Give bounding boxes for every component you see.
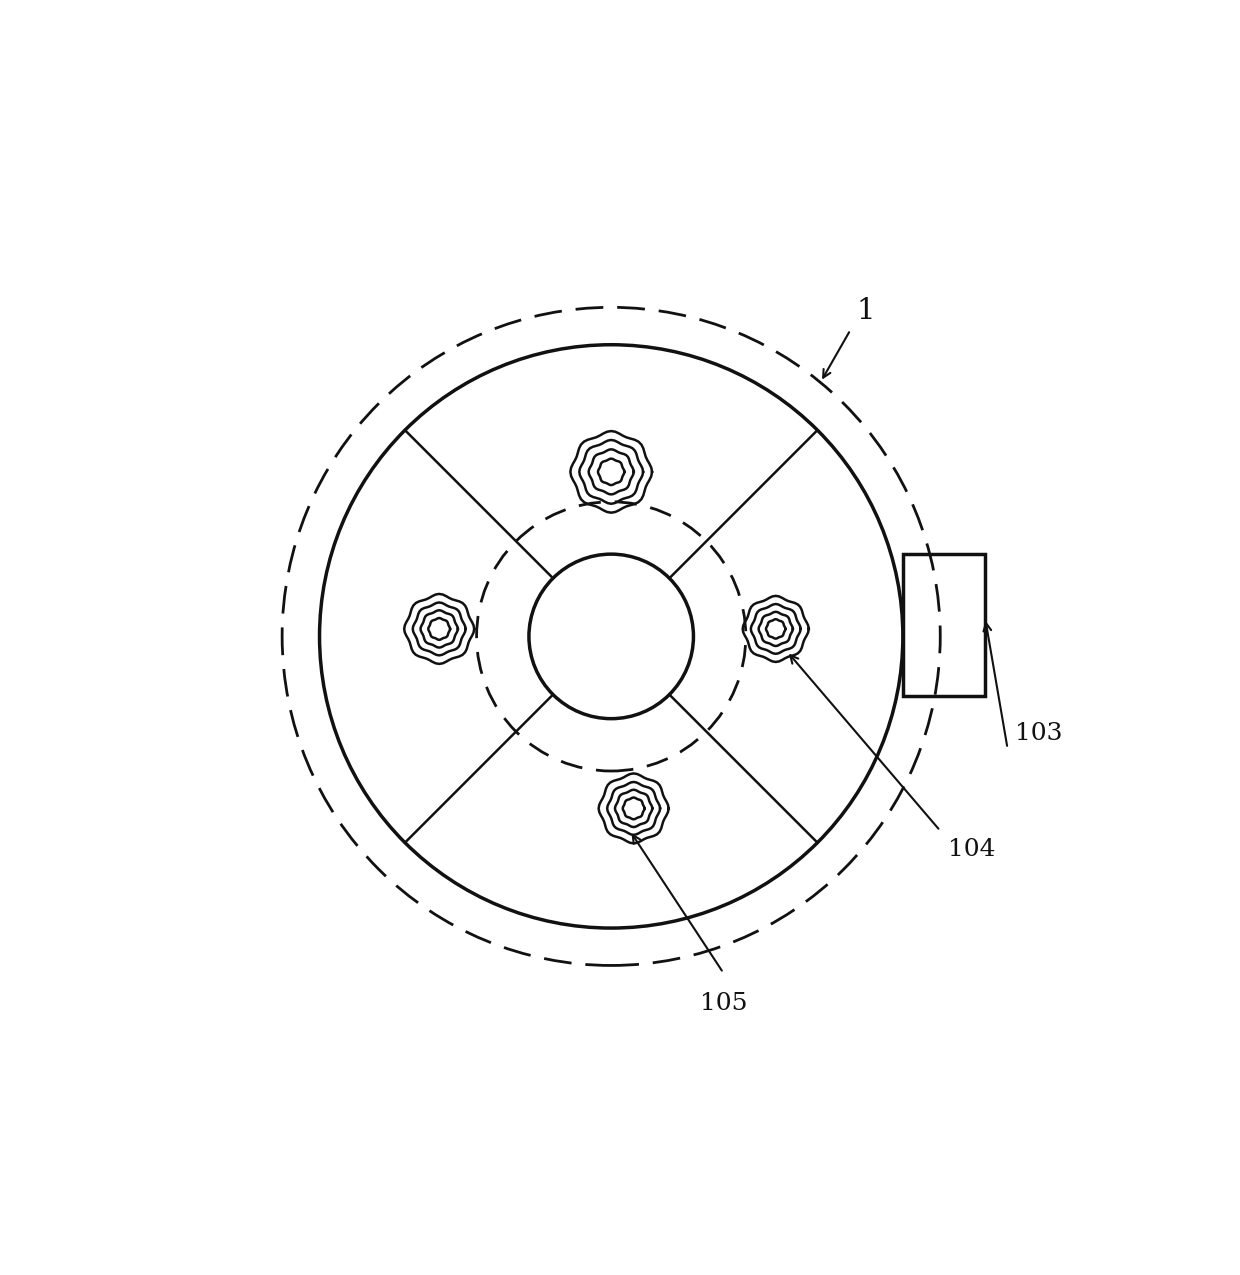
Text: 1: 1 <box>856 297 874 325</box>
Bar <box>903 555 985 696</box>
Text: 103: 103 <box>1016 722 1063 745</box>
Text: 105: 105 <box>699 992 748 1015</box>
Text: 104: 104 <box>947 838 996 861</box>
